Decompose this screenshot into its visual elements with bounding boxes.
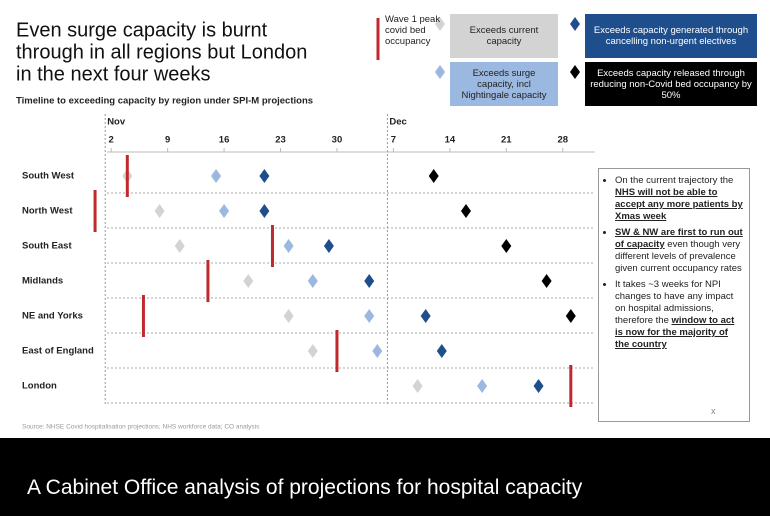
diamond-marker (211, 169, 222, 183)
chart-title: through in all regions but London (16, 41, 307, 63)
category-label: South East (22, 241, 72, 252)
chart-title: Even surge capacity is burnt (16, 19, 268, 41)
legend-swatch (570, 65, 580, 79)
x-tick-label: 14 (445, 135, 456, 146)
x-tick-label: 7 (391, 135, 396, 146)
notes-list: On the current trajectory the NHS will n… (605, 175, 743, 351)
legend-swatch (435, 17, 445, 31)
diamond-marker (420, 309, 431, 323)
diamond-marker (154, 204, 165, 218)
note-text: NHS will not be able to accept any more … (615, 187, 743, 222)
x-tick-label: 16 (219, 135, 230, 146)
close-mark: x (711, 406, 716, 416)
category-label: NE and Yorks (22, 311, 83, 322)
chart-title: in the next four weeks (16, 63, 211, 85)
diamond-marker (283, 309, 294, 323)
legend-box: Exceeds capacity generated through cance… (585, 14, 757, 58)
category-label: East of England (22, 346, 94, 357)
diamond-marker (243, 274, 254, 288)
legend-swatch (570, 17, 580, 31)
diamond-marker (364, 309, 375, 323)
x-tick-label: 30 (332, 135, 343, 146)
diamond-marker (323, 239, 334, 253)
diamond-marker (565, 309, 576, 323)
month-label: Dec (389, 117, 406, 128)
diamond-marker (428, 169, 439, 183)
diamond-marker (477, 379, 488, 393)
diamond-marker (533, 379, 544, 393)
note-text: even though very different levels of pre… (615, 239, 742, 274)
chart-subtitle: Timeline to exceeding capacity by region… (16, 96, 313, 107)
category-label: South West (22, 171, 75, 182)
caption: A Cabinet Office analysis of projections… (27, 476, 583, 499)
diamond-marker (501, 239, 512, 253)
diamond-marker (174, 239, 185, 253)
diamond-marker (372, 344, 383, 358)
legend-box: Exceeds capacity released through reduci… (585, 62, 757, 106)
diamond-marker (259, 169, 270, 183)
x-tick-label: 21 (501, 135, 512, 146)
x-tick-label: 2 (109, 135, 114, 146)
legend-label: Wave 1 peak covid bed occupancy (385, 14, 441, 47)
legend-box: Exceeds current capacity (450, 14, 558, 58)
diamond-marker (541, 274, 552, 288)
diamond-marker (412, 379, 423, 393)
diamond-marker (219, 204, 230, 218)
category-label: North West (22, 206, 73, 217)
note-text: window to act is now for the majority of… (615, 315, 735, 350)
note-item: SW & NW are first to run out of capacity… (615, 227, 743, 275)
category-label: London (22, 381, 57, 392)
diamond-marker (364, 274, 375, 288)
x-tick-label: 28 (557, 135, 568, 146)
x-tick-label: 23 (275, 135, 286, 146)
note-text: It takes ~3 weeks for NPI changes to hav… (615, 279, 734, 326)
diamond-marker (460, 204, 471, 218)
diamond-marker (259, 204, 270, 218)
diamond-marker (307, 274, 318, 288)
note-text: On the current trajectory the (615, 175, 734, 186)
legend-swatch (435, 65, 445, 79)
category-label: Midlands (22, 276, 63, 287)
legend-box: Exceeds surge capacity, incl Nightingale… (450, 62, 558, 106)
x-tick-label: 9 (165, 135, 170, 146)
note-item: It takes ~3 weeks for NPI changes to hav… (615, 279, 743, 351)
source-note: Source: NHSE Covid hospitalisation proje… (22, 424, 260, 431)
month-label: Nov (107, 117, 126, 128)
note-text: SW & NW are first to run out of capacity (615, 227, 743, 250)
note-item: On the current trajectory the NHS will n… (615, 175, 743, 223)
notes-box: On the current trajectory the NHS will n… (598, 168, 750, 422)
diamond-marker (283, 239, 294, 253)
diamond-marker (436, 344, 447, 358)
diamond-marker (307, 344, 318, 358)
